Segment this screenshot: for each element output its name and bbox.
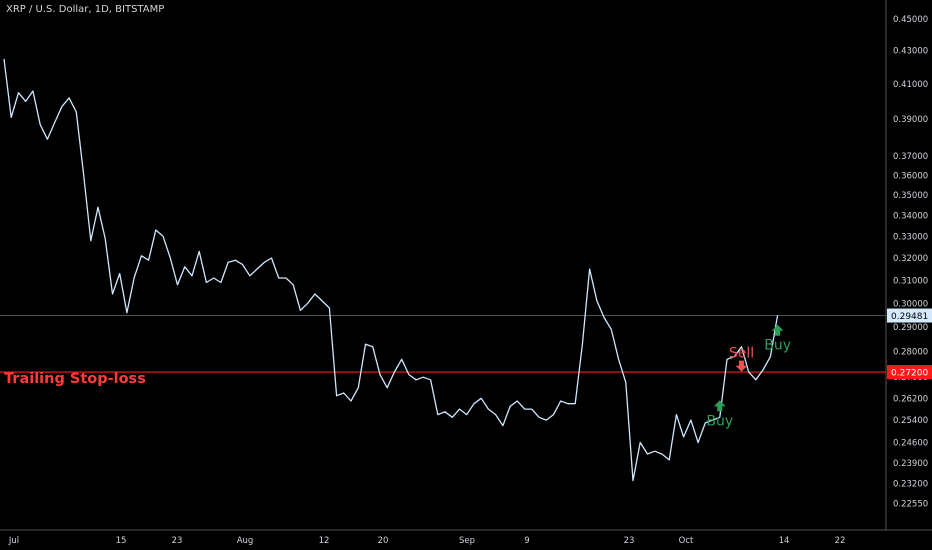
y-tick-label: 0.43000 (893, 47, 928, 57)
stop-price-badge (887, 365, 932, 380)
x-tick-label: Oct (679, 536, 694, 546)
x-tick-label: 9 (524, 536, 529, 546)
y-tick-label: 0.23900 (893, 459, 928, 469)
y-tick-label: 0.31000 (893, 276, 928, 286)
x-tick-label: 12 (319, 536, 330, 546)
x-tick-label: 15 (116, 536, 127, 546)
symbol-label: XRP / U.S. Dollar, 1D, BITSTAMP (6, 4, 165, 15)
y-tick-label: 0.34000 (893, 211, 928, 221)
sell-arrow-icon (735, 360, 748, 372)
x-tick-label: 22 (835, 536, 846, 546)
x-tick-label: Jul (8, 536, 19, 546)
y-tick-label: 0.45000 (893, 15, 928, 25)
y-tick-label: 0.33000 (893, 232, 928, 242)
y-tick-label: 0.28000 (893, 348, 928, 358)
y-tick-label: 0.37000 (893, 152, 928, 162)
series-layer (3, 58, 779, 482)
buy-arrow-icon (713, 400, 726, 412)
y-tick-label: 0.41000 (893, 80, 928, 90)
y-tick-label: 0.30000 (893, 299, 928, 309)
x-tick-label: 20 (378, 536, 389, 546)
current-price-badge (887, 308, 932, 323)
y-tick-label: 0.29000 (893, 323, 928, 333)
sell-label: Sell (729, 346, 754, 362)
y-tick-label: 0.36000 (893, 171, 928, 181)
y-tick-label: 0.23200 (893, 480, 928, 490)
y-tick-label: 0.26200 (893, 394, 928, 404)
stop-price-label: 0.27200 (891, 369, 928, 379)
y-tick-label: 0.24600 (893, 439, 928, 449)
x-tick-label: Sep (459, 536, 475, 546)
buy-label: Buy (764, 338, 791, 354)
buy-arrow-icon (771, 324, 784, 336)
y-tick-label: 0.39000 (893, 115, 928, 125)
price-label-layer: 0.29481 0.27200 (887, 308, 932, 380)
x-tick-label: 14 (779, 536, 790, 546)
price-series-line (3, 58, 779, 482)
x-tick-label: 23 (624, 536, 635, 546)
y-tick-label: 0.22550 (893, 500, 928, 510)
trailing-stop-label: Trailing Stop-loss (4, 371, 146, 387)
y-tick-label: 0.32000 (893, 254, 928, 264)
x-tick-label: 23 (172, 536, 183, 546)
annotation-layer: Trailing Stop-loss Buy Sell Buy (4, 324, 791, 429)
y-tick-label: 0.25400 (893, 416, 928, 426)
buy-label: Buy (706, 413, 733, 429)
y-tick-label: 0.35000 (893, 191, 928, 201)
x-tick-label: Aug (237, 536, 254, 546)
current-price-label: 0.29481 (891, 312, 928, 322)
